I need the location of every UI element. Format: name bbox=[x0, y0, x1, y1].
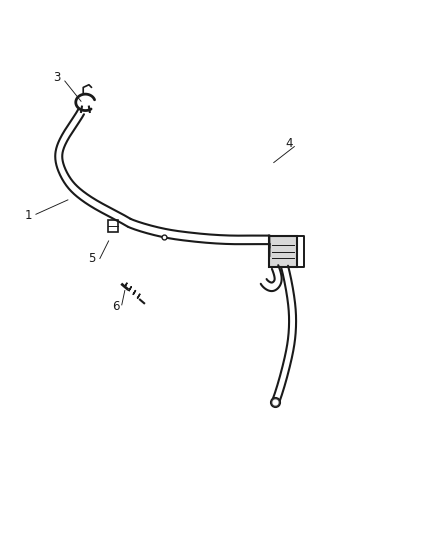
Text: 1: 1 bbox=[25, 209, 32, 222]
Text: 4: 4 bbox=[285, 138, 293, 150]
Text: 3: 3 bbox=[53, 71, 60, 84]
Bar bbox=[108, 220, 118, 232]
Bar bbox=[269, 236, 297, 267]
Text: 5: 5 bbox=[88, 252, 95, 265]
Text: 6: 6 bbox=[112, 300, 120, 313]
